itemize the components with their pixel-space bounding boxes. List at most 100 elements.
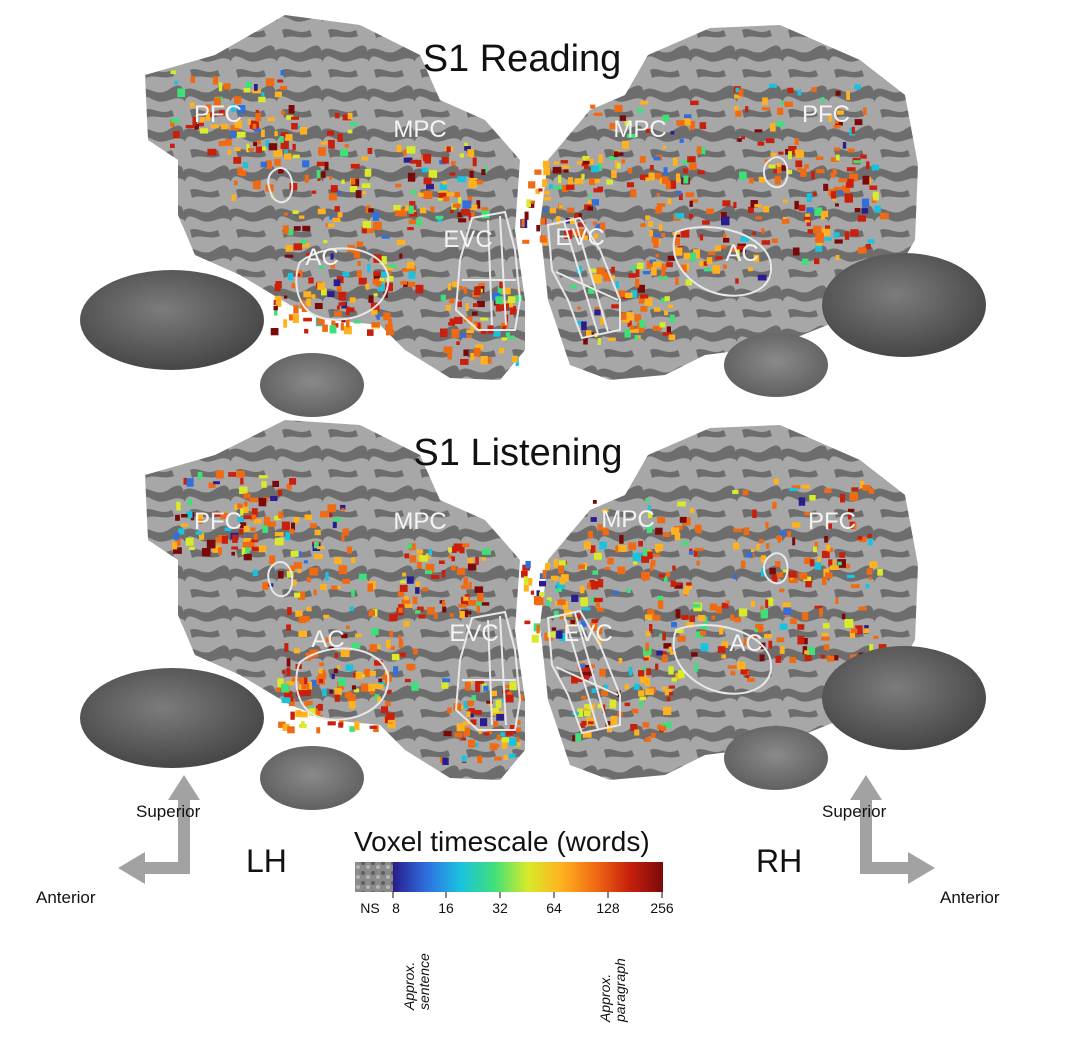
activation-voxel [493, 721, 499, 728]
activation-voxel [642, 722, 650, 728]
activation-voxel [404, 553, 410, 559]
activation-voxel [496, 734, 501, 741]
activation-voxel [819, 608, 823, 617]
activation-voxel [319, 662, 325, 666]
listening-panel-title: S1 Listening [413, 432, 623, 474]
activation-voxel [651, 237, 659, 244]
activation-voxel [356, 241, 364, 247]
activation-voxel [657, 724, 661, 730]
activation-voxel [558, 560, 566, 566]
activation-voxel [687, 156, 696, 163]
activation-voxel [286, 115, 294, 120]
activation-voxel [213, 481, 220, 485]
activation-voxel [559, 204, 563, 209]
activation-voxel [362, 220, 371, 229]
activation-voxel [346, 306, 350, 315]
activation-voxel [645, 215, 651, 220]
reading-panel [80, 15, 986, 417]
activation-voxel [325, 223, 329, 228]
activation-voxel [347, 694, 356, 701]
listening-rh-inflated-lateral [822, 646, 986, 750]
activation-voxel [253, 141, 258, 147]
activation-voxel [415, 218, 422, 226]
activation-voxel [509, 306, 517, 315]
activation-voxel [685, 279, 692, 286]
activation-voxel [651, 559, 656, 567]
colorbar-ns-label: NS [360, 900, 380, 916]
activation-voxel [803, 216, 811, 220]
activation-voxel [490, 690, 497, 697]
activation-voxel [341, 633, 348, 639]
activation-voxel [331, 673, 335, 680]
activation-voxel [781, 219, 790, 224]
activation-voxel [367, 228, 374, 234]
activation-voxel [666, 262, 673, 268]
activation-voxel [274, 159, 281, 166]
activation-voxel [379, 256, 387, 265]
activation-voxel [349, 606, 354, 611]
activation-voxel [264, 516, 271, 526]
activation-voxel [355, 633, 362, 637]
activation-voxel [334, 688, 342, 696]
activation-voxel [377, 644, 381, 650]
activation-voxel [195, 531, 203, 535]
approx-paragraph-line2: paragraph [612, 958, 628, 1022]
activation-voxel [476, 605, 480, 614]
activation-voxel [790, 618, 797, 625]
activation-voxel [640, 674, 647, 684]
activation-voxel [850, 229, 859, 237]
activation-voxel [645, 688, 654, 695]
activation-voxel [175, 537, 181, 546]
activation-voxel [597, 338, 601, 345]
activation-voxel [416, 159, 422, 167]
activation-voxel [644, 297, 653, 306]
activation-voxel [867, 533, 872, 540]
activation-voxel [454, 732, 463, 738]
activation-voxel [644, 677, 650, 687]
left-hemisphere-label: LH [246, 843, 287, 879]
activation-voxel [749, 177, 754, 184]
activation-voxel [379, 278, 385, 282]
activation-voxel [489, 743, 498, 751]
activation-voxel [596, 629, 603, 635]
activation-voxel [199, 128, 209, 134]
activation-voxel [607, 337, 616, 341]
activation-voxel [456, 341, 460, 345]
activation-voxel [689, 615, 696, 622]
activation-voxel [714, 245, 721, 252]
activation-voxel [606, 725, 613, 733]
activation-voxel [765, 138, 775, 144]
activation-voxel [170, 143, 175, 148]
activation-voxel [218, 141, 225, 147]
activation-voxel [730, 614, 735, 621]
activation-voxel [217, 547, 222, 555]
activation-voxel [216, 470, 224, 479]
activation-voxel [205, 113, 211, 121]
activation-voxel [523, 583, 529, 592]
activation-voxel [451, 161, 456, 166]
activation-voxel [237, 503, 243, 509]
activation-voxel [291, 116, 299, 120]
activation-voxel [546, 600, 550, 607]
approx-sentence-line2: sentence [416, 953, 432, 1010]
activation-voxel [648, 172, 655, 181]
activation-voxel [333, 668, 338, 674]
activation-voxel [427, 607, 435, 615]
activation-voxel [683, 175, 689, 184]
activation-voxel [329, 176, 333, 180]
activation-voxel [817, 556, 821, 564]
activation-voxel [409, 211, 418, 217]
activation-voxel [619, 312, 627, 320]
activation-voxel [248, 148, 254, 152]
activation-voxel [311, 294, 316, 299]
activation-voxel [311, 190, 317, 194]
activation-voxel [664, 689, 672, 696]
activation-voxel [372, 212, 380, 221]
activation-voxel [478, 288, 483, 293]
activation-voxel [765, 599, 769, 608]
activation-voxel [327, 721, 336, 726]
activation-voxel [351, 557, 356, 564]
activation-voxel [604, 567, 611, 571]
activation-voxel [822, 228, 831, 236]
activation-voxel [655, 663, 659, 670]
